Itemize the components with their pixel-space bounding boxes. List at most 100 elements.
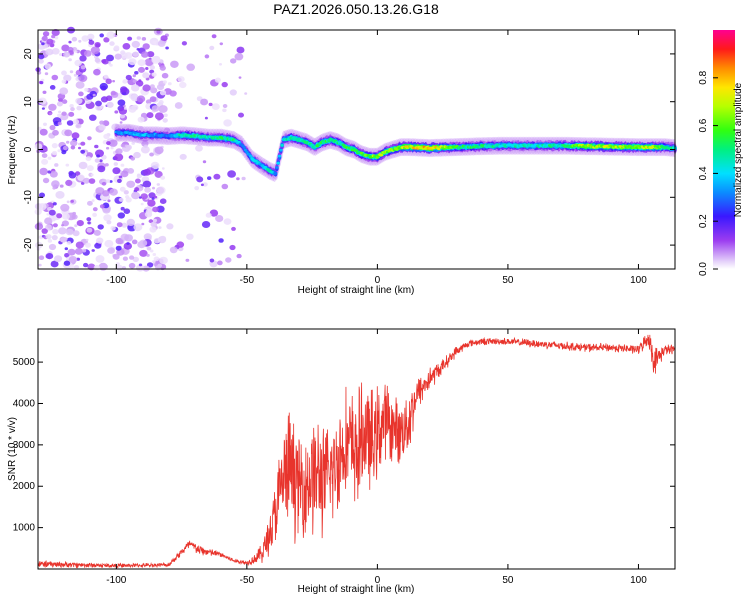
noise-blob [42, 31, 50, 37]
noise-blob [196, 176, 204, 183]
noise-blob [66, 200, 70, 204]
noise-blob [97, 224, 104, 230]
noise-blob [120, 206, 125, 211]
colorbar-label: Normalized spectral amplitude [733, 82, 744, 217]
noise-blob [159, 90, 167, 96]
noise-blob [39, 128, 48, 136]
noise-blob [140, 145, 150, 154]
noise-blob [132, 74, 136, 78]
colorbar-tick-label: 0.6 [698, 118, 709, 132]
noise-blob [46, 213, 50, 216]
noise-blob [77, 174, 85, 181]
noise-blob [151, 72, 157, 77]
noise-blob [94, 57, 101, 63]
y-tick-label: 0 [23, 146, 34, 152]
noise-blob [104, 163, 109, 167]
noise-blob [148, 192, 156, 199]
noise-blob [48, 243, 57, 251]
noise-blob [131, 40, 140, 48]
noise-blob [70, 199, 74, 203]
noise-blob [127, 36, 133, 41]
noise-blob [163, 113, 168, 118]
noise-blob [41, 228, 48, 234]
noise-blob [142, 72, 150, 79]
noise-blob [84, 242, 91, 248]
noise-blob [159, 65, 166, 71]
noise-blob [202, 182, 208, 187]
noise-blob [99, 33, 104, 38]
noise-blob [241, 176, 246, 181]
noise-blob [186, 233, 194, 240]
noise-blob [52, 150, 58, 156]
noise-blob [75, 81, 85, 89]
noise-blob [87, 221, 91, 225]
noise-blob [230, 58, 237, 64]
noise-blob [158, 62, 161, 65]
noise-blob [211, 103, 220, 110]
noise-blob [48, 209, 56, 216]
noise-blob [81, 35, 89, 42]
noise-blob [222, 108, 227, 113]
noise-blob [144, 187, 152, 193]
noise-blob [80, 141, 86, 146]
y-tick-label: 4000 [13, 398, 36, 409]
noise-blob [224, 143, 229, 147]
noise-blob [80, 181, 85, 185]
noise-blob [80, 65, 86, 70]
noise-blob [158, 105, 168, 113]
noise-blob [98, 124, 106, 131]
noise-blob [52, 223, 58, 228]
noise-blob [231, 226, 236, 231]
x-tick-label: 100 [630, 575, 647, 586]
noise-blob [119, 113, 126, 119]
noise-blob [181, 41, 187, 46]
noise-blob [122, 79, 128, 84]
noise-blob [200, 98, 209, 106]
noise-blob [152, 253, 157, 256]
noise-blob [104, 74, 109, 79]
noise-blob [79, 55, 87, 62]
noise-blob [41, 158, 49, 165]
noise-blob [59, 53, 63, 56]
noise-blob [109, 63, 113, 67]
noise-blob [50, 260, 59, 268]
noise-blob [195, 145, 203, 152]
noise-blob [78, 91, 84, 97]
noise-blob [65, 179, 73, 186]
noise-blob [154, 112, 164, 120]
noise-blob [152, 206, 159, 213]
noise-blob [162, 118, 168, 123]
noise-blob [66, 120, 74, 126]
noise-blob [52, 202, 57, 206]
ridge-point [273, 171, 278, 175]
noise-blob [54, 36, 59, 40]
noise-blob [46, 38, 54, 45]
noise-blob [126, 180, 136, 188]
noise-blob [238, 112, 244, 118]
noise-blob [160, 35, 168, 42]
noise-blob [141, 222, 145, 226]
noise-blob [114, 53, 122, 60]
noise-blob [223, 218, 232, 225]
noise-blob [85, 238, 89, 242]
noise-blob [51, 74, 59, 81]
noise-blob [131, 84, 140, 92]
noise-blob [92, 212, 97, 217]
snr-frame [37, 328, 676, 570]
noise-blob [218, 238, 224, 243]
noise-blob [105, 95, 113, 101]
noise-blob [238, 76, 242, 79]
noise-blob [138, 79, 142, 82]
noise-blob [68, 40, 72, 44]
noise-blob [136, 48, 140, 51]
noise-blob [38, 255, 45, 260]
noise-blob [113, 162, 119, 166]
noise-blob [158, 100, 164, 105]
ridge-point [280, 143, 284, 147]
noise-blob [117, 178, 122, 183]
noise-blob [141, 51, 149, 58]
noise-blob [94, 42, 101, 48]
noise-blob [147, 199, 156, 207]
ridge-point [249, 154, 253, 158]
noise-blob [60, 237, 67, 243]
